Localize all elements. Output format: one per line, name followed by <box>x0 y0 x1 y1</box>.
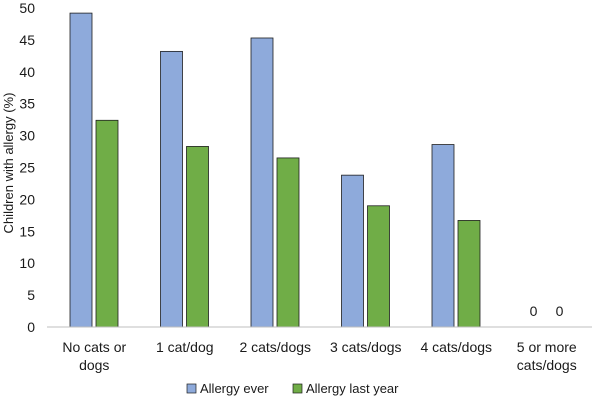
bar-allergy-ever <box>69 12 93 328</box>
x-tick-label-line: dogs <box>79 357 109 373</box>
bar-allergy-last-year <box>186 146 209 328</box>
bar-allergy-last-year <box>457 220 481 328</box>
x-tick-label-line: cats/dogs <box>517 357 577 373</box>
bar-allergy-last-year <box>95 119 119 328</box>
y-tick-label: 40 <box>19 64 35 80</box>
y-tick-label: 50 <box>19 0 35 16</box>
y-axis-label-group: Children with allergy (%) <box>1 93 16 234</box>
y-tick-label: 30 <box>19 128 35 144</box>
bars <box>69 12 481 328</box>
legend-label: Allergy ever <box>200 381 269 396</box>
legend-swatch <box>292 383 303 394</box>
bar-allergy-ever <box>250 37 274 328</box>
y-tick-labels: 0 5 10 15 20 25 30 35 40 45 50 <box>19 0 35 335</box>
x-tick-labels: No cats or dogs 1 cat/dog 2 cats/dogs 3 cats… <box>62 339 577 373</box>
x-tick-label: 4 cats/dogs <box>420 339 492 355</box>
y-tick-label: 25 <box>19 160 35 176</box>
y-axis-label: Children with allergy (%) <box>1 93 16 234</box>
legend-label: Allergy last year <box>306 381 399 396</box>
x-tick-label-line: 3 cats/dogs <box>330 339 402 355</box>
y-tick-label: 5 <box>27 287 35 303</box>
y-tick-label: 35 <box>19 96 35 112</box>
bar-allergy-last-year <box>276 157 300 328</box>
x-tick-label-line: 4 cats/dogs <box>420 339 492 355</box>
x-tick-label-line: 5 or more <box>517 339 577 355</box>
legend-swatch <box>186 383 197 394</box>
data-label: 0 <box>530 303 538 319</box>
y-tick-label: 45 <box>19 32 35 48</box>
y-tick-label: 10 <box>19 255 35 271</box>
x-tick-label: 1 cat/dog <box>156 339 214 355</box>
x-tick-label: 3 cats/dogs <box>330 339 402 355</box>
data-label: 0 <box>556 303 564 319</box>
bar-allergy-ever <box>431 144 455 328</box>
y-tick-label: 20 <box>19 191 35 207</box>
y-tick-label: 0 <box>27 319 35 335</box>
bar-allergy-last-year <box>367 205 390 328</box>
y-tick-label: 15 <box>19 223 35 239</box>
x-tick-label-line: 2 cats/dogs <box>239 339 311 355</box>
bar-allergy-ever <box>341 174 364 328</box>
x-tick-label-line: 1 cat/dog <box>156 339 214 355</box>
bar-allergy-ever <box>160 50 183 328</box>
x-tick-label-line: No cats or <box>62 339 126 355</box>
legend: Allergy ever Allergy last year <box>186 381 399 396</box>
x-tick-label: No cats or dogs <box>62 339 126 373</box>
x-tick-label: 2 cats/dogs <box>239 339 311 355</box>
x-tick-label: 5 or more cats/dogs <box>517 339 577 373</box>
